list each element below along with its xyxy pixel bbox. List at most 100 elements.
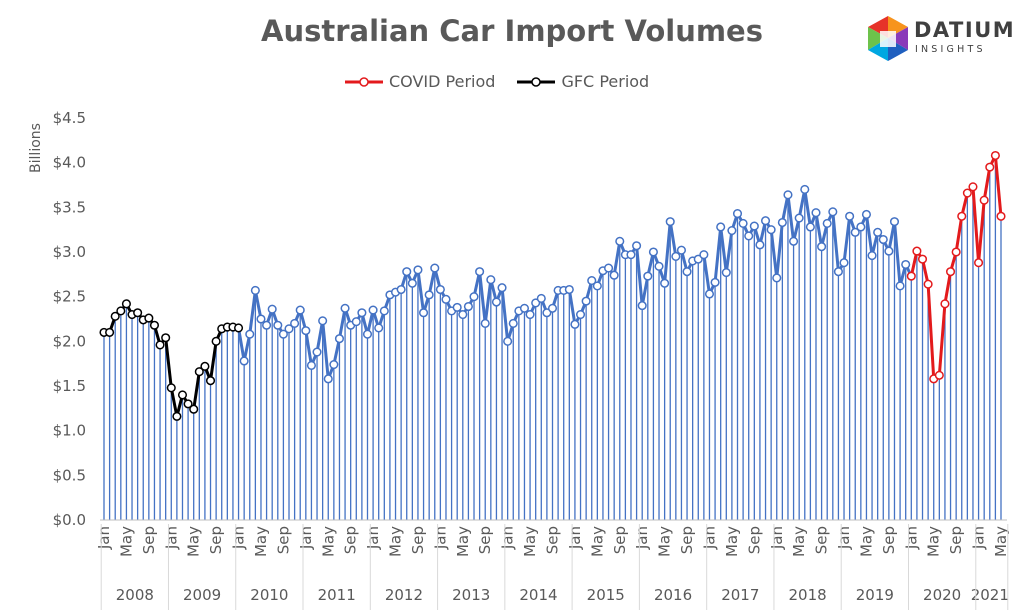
data-point	[519, 303, 530, 313]
series-line-segment	[937, 302, 947, 377]
data-point	[205, 376, 216, 386]
data-point	[278, 329, 288, 339]
data-point	[329, 360, 339, 370]
data-point	[845, 211, 855, 221]
data-point	[194, 367, 204, 377]
data-point	[250, 285, 260, 295]
x-month-tick-label: Jan	[364, 526, 382, 550]
series-line-segment	[242, 332, 252, 363]
legend-item-covid: COVID Period	[345, 72, 495, 91]
data-point	[805, 222, 815, 232]
data-point	[738, 218, 748, 228]
series-line-segment	[786, 193, 796, 243]
data-point	[161, 333, 171, 343]
data-point	[794, 213, 804, 223]
data-point	[379, 306, 389, 316]
data-point	[362, 329, 373, 339]
series-line-segment	[321, 319, 330, 381]
data-point	[996, 211, 1006, 221]
data-point	[177, 390, 188, 400]
data-point	[441, 294, 451, 304]
x-year-label: 2008	[116, 586, 154, 604]
data-point	[648, 247, 658, 257]
y-tick-label: $3.0	[53, 243, 86, 261]
data-point	[262, 320, 272, 330]
series-line-segment	[977, 198, 986, 265]
series-line-segment	[926, 282, 936, 381]
series-line-segment	[663, 220, 672, 285]
data-point	[990, 150, 1000, 161]
x-month-tick-label: Jan	[970, 526, 988, 550]
series-line-segment	[982, 165, 992, 202]
legend-swatch-covid	[345, 76, 383, 87]
series-line-segment	[713, 225, 723, 284]
y-tick-label: $1.0	[53, 422, 86, 440]
x-month-tick-label: Sep	[342, 526, 360, 554]
series-line-segment	[797, 187, 807, 220]
x-month-tick-label: May	[387, 526, 405, 557]
data-point	[357, 308, 367, 318]
x-month-tick-label: Sep	[544, 526, 562, 554]
chart-title: Australian Car Import Volumes	[261, 14, 763, 48]
data-point	[402, 267, 412, 277]
data-point	[766, 225, 776, 235]
x-month-tick-label: Jan	[566, 526, 584, 550]
data-point	[200, 361, 210, 371]
x-month-tick-label: May	[588, 526, 606, 557]
data-point	[413, 265, 423, 275]
x-month-tick-label: May	[185, 526, 203, 557]
data-point	[940, 299, 950, 309]
series-line-segment	[971, 185, 981, 265]
data-point	[463, 301, 473, 312]
x-year-label: 2016	[654, 586, 692, 604]
data-point	[189, 404, 199, 414]
data-point	[604, 263, 614, 273]
x-month-tick-label: Jan	[230, 526, 248, 550]
data-point	[351, 317, 361, 327]
data-point	[873, 227, 883, 237]
data-point	[732, 209, 743, 219]
data-point	[777, 217, 787, 228]
x-year-label: 2012	[385, 586, 423, 604]
data-point	[133, 308, 143, 318]
data-point	[592, 281, 602, 291]
y-tick-label: $1.5	[53, 377, 86, 395]
data-point	[906, 271, 916, 281]
data-point	[536, 293, 546, 304]
y-tick-label: $0.0	[53, 511, 86, 529]
series-line-segment	[416, 268, 426, 315]
x-month-tick-label: Jan	[431, 526, 449, 550]
data-point	[626, 250, 636, 260]
legend-label-covid: COVID Period	[389, 72, 496, 91]
x-year-label: 2014	[519, 586, 557, 604]
series-line-segment	[500, 286, 510, 343]
data-point	[211, 336, 221, 346]
data-point	[968, 182, 978, 192]
x-month-tick-label: Jan	[297, 526, 315, 550]
x-year-label: 2011	[318, 586, 356, 604]
data-point	[951, 247, 961, 257]
y-tick-label: $3.5	[53, 198, 86, 216]
data-point	[828, 207, 838, 217]
series-line-segment	[192, 370, 201, 411]
data-point	[901, 259, 911, 270]
data-point	[435, 284, 445, 295]
data-point	[458, 309, 468, 320]
data-point	[856, 222, 866, 232]
data-point	[912, 246, 922, 256]
x-month-tick-label: Jan	[499, 526, 517, 550]
data-point	[660, 278, 670, 288]
series-line-segment	[864, 212, 874, 258]
data-point	[121, 299, 131, 309]
x-month-tick-label: May	[117, 526, 135, 557]
logo-subtext: INSIGHTS	[915, 44, 986, 55]
data-point	[290, 318, 300, 329]
data-point	[497, 283, 507, 293]
data-point	[166, 383, 176, 393]
x-year-label: 2013	[452, 586, 490, 604]
data-point	[267, 304, 277, 314]
series-line-segment	[483, 278, 493, 325]
data-point	[721, 267, 731, 278]
data-point	[318, 316, 328, 326]
